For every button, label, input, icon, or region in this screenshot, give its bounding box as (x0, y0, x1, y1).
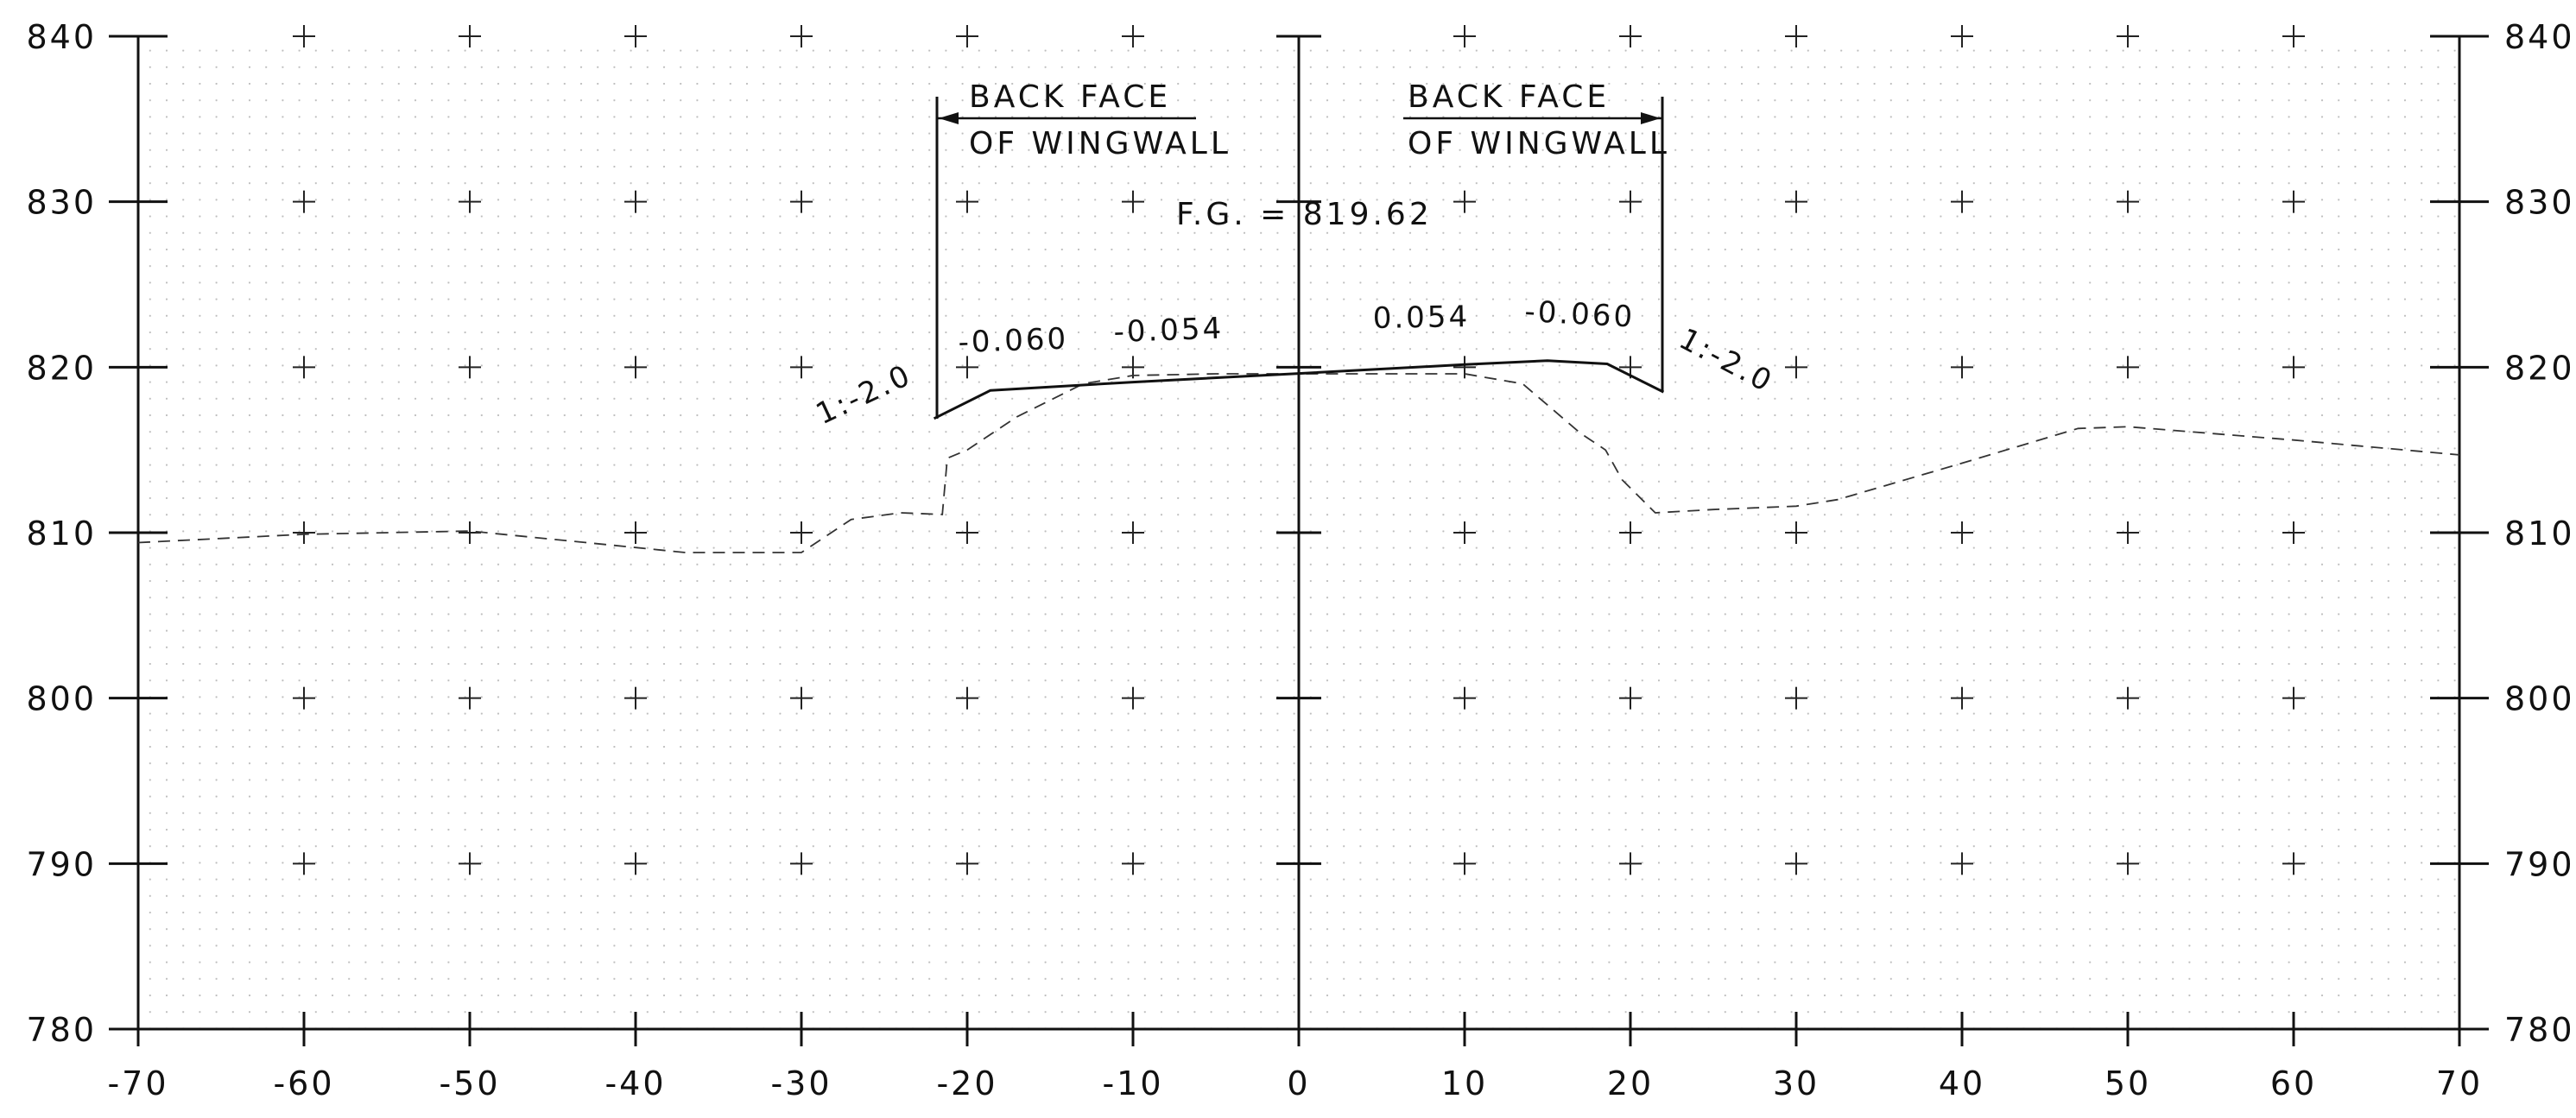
wingwall-lines (935, 97, 1664, 419)
x-tick-label: 60 (2270, 1064, 2317, 1102)
x-tick-label: -50 (439, 1064, 500, 1102)
slope-left-inner: -0.054 (1113, 312, 1225, 350)
x-tick-label: -10 (1102, 1064, 1163, 1102)
y-tick-label-right: 790 (2504, 845, 2575, 883)
right-wingwall-arrowhead (1641, 112, 1661, 124)
y-tick-label-left: 830 (26, 184, 97, 222)
y-tick-label-right: 820 (2504, 349, 2575, 387)
y-tick-label-right: 780 (2504, 1011, 2575, 1049)
y-tick-label-left: 840 (26, 18, 97, 56)
slope-right-inner: 0.054 (1372, 300, 1470, 336)
left-wingwall-label-line2: OF WINGWALL (969, 126, 1231, 161)
profiles (137, 359, 2460, 553)
x-tick-label: 20 (1607, 1064, 1654, 1102)
y-tick-label-left: 810 (26, 515, 97, 553)
slope-right-outer: -0.060 (1524, 294, 1636, 335)
left-wingwall-label-line1: BACK FACE (969, 79, 1171, 115)
x-tick-label: -40 (604, 1064, 666, 1102)
x-tick-label: -60 (273, 1064, 334, 1102)
right-wingwall-label-line1: BACK FACE (1408, 79, 1610, 115)
left-wingwall-arrowhead (939, 112, 959, 124)
slope-left-outer: -0.060 (958, 322, 1069, 360)
y-tick-label-left: 800 (26, 680, 97, 718)
right-wingwall-label-line2: OF WINGWALL (1408, 126, 1670, 161)
x-tick-label: 10 (1441, 1064, 1488, 1102)
x-tick-label: 30 (1773, 1064, 1820, 1102)
axes (109, 35, 2489, 1046)
x-tick-label: 70 (2436, 1064, 2483, 1102)
x-tick-label: -20 (936, 1064, 997, 1102)
x-tick-label: 50 (2104, 1064, 2151, 1102)
y-tick-label-right: 810 (2504, 515, 2575, 553)
existing-ground-profile (137, 373, 2460, 553)
x-tick-label: -70 (107, 1064, 168, 1102)
grid-plus-markers (293, 25, 2305, 875)
x-tick-label: 40 (1939, 1064, 1985, 1102)
y-tick-label-left: 820 (26, 349, 97, 387)
x-tick-label: -30 (770, 1064, 832, 1102)
finished-grade-profile (933, 359, 1665, 420)
y-tick-label-left: 780 (26, 1011, 97, 1049)
tick-labels: -70 -60 -50 -40 -30 -20 -10 0 10 20 30 40 50 60 70 840 8… (26, 18, 2575, 1102)
x-tick-label: 0 (1287, 1064, 1310, 1102)
y-tick-label-right: 800 (2504, 680, 2575, 718)
y-tick-label-left: 790 (26, 845, 97, 883)
y-tick-label-right: 840 (2504, 18, 2575, 56)
finished-grade-label: F.G. = 819.62 (1176, 197, 1433, 232)
y-tick-label-right: 830 (2504, 184, 2575, 222)
